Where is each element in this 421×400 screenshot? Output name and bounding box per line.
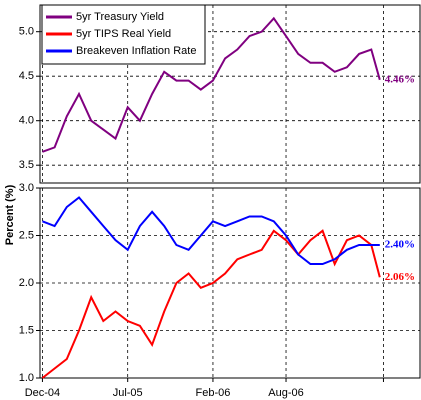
y-tick-label: 1.5 bbox=[19, 324, 34, 336]
end-value-label: 2.40% bbox=[385, 239, 415, 251]
y-tick-label: 1.0 bbox=[19, 372, 34, 384]
y-tick-label: 4.0 bbox=[19, 115, 34, 127]
y-tick-label: 2.5 bbox=[19, 229, 34, 241]
y-tick-label: 2.0 bbox=[19, 277, 34, 289]
legend-label: 5yr TIPS Real Yield bbox=[76, 28, 171, 40]
legend-label: Breakeven Inflation Rate bbox=[76, 45, 196, 57]
y-tick-label: 4.5 bbox=[19, 70, 34, 82]
y-tick-label: 5.0 bbox=[19, 26, 34, 38]
y-tick-label: 3.0 bbox=[19, 182, 34, 194]
y-tick-label: 3.5 bbox=[19, 159, 34, 171]
x-tick-label: Feb-06 bbox=[196, 387, 231, 399]
x-tick-label: Dec-04 bbox=[25, 387, 60, 399]
end-value-label: 2.06% bbox=[385, 271, 415, 283]
series-line bbox=[42, 196, 380, 265]
legend-label: 5yr Treasury Yield bbox=[76, 11, 164, 23]
y-axis-title: Percent (%) bbox=[4, 184, 16, 245]
x-tick-label: Jul-05 bbox=[113, 387, 143, 399]
series-line bbox=[42, 16, 381, 153]
end-value-label: 4.46% bbox=[385, 73, 415, 85]
x-tick-label: Aug-06 bbox=[268, 387, 303, 399]
series-line bbox=[41, 229, 381, 379]
